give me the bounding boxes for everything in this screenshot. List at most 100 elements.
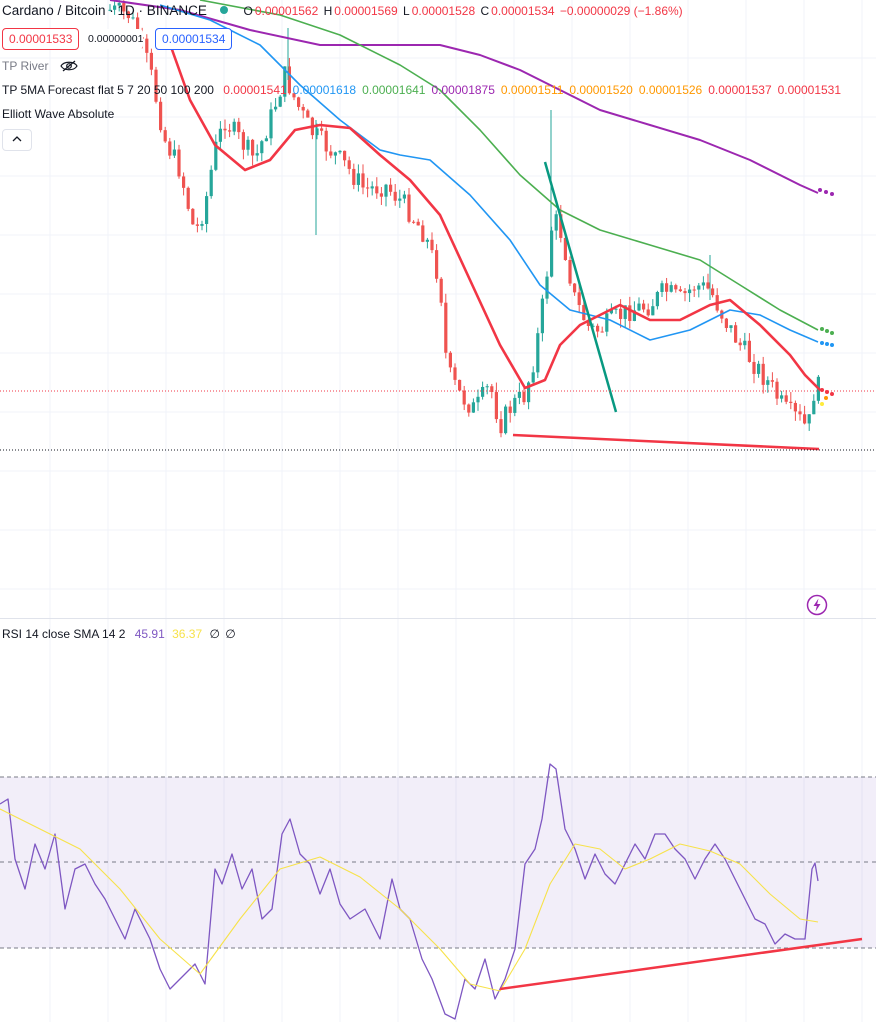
candle (743, 332, 747, 350)
indicator-tp-5ma[interactable]: TP 5MA Forecast flat 5 7 20 50 100 200 0… (2, 83, 841, 97)
candle (205, 191, 209, 233)
tp-river-label: TP River (2, 59, 49, 73)
rsi-canvas[interactable] (0, 619, 876, 1022)
rsi-sma-value: 36.37 (172, 627, 203, 641)
candle (485, 383, 489, 395)
candle (476, 389, 480, 411)
trend-line-red-price[interactable] (512, 433, 820, 451)
forecast-dot (830, 392, 834, 396)
candle (508, 400, 512, 423)
pane-divider[interactable] (0, 618, 876, 619)
candle (159, 97, 163, 133)
candle (320, 120, 324, 136)
candle (637, 297, 641, 312)
trend-line-green[interactable] (543, 161, 618, 413)
ma-value-5: 0.00001511 (500, 83, 564, 97)
forecast-dot (824, 190, 828, 194)
close-label: C (480, 4, 490, 18)
candle (306, 108, 310, 118)
trend-line-red-rsi[interactable] (499, 937, 863, 991)
candle (692, 285, 696, 297)
candle (149, 48, 153, 76)
candle (168, 137, 172, 160)
candle (131, 10, 135, 20)
candle (209, 165, 213, 199)
candle (407, 187, 411, 224)
candle (780, 390, 784, 403)
rsi-legend[interactable]: RSI 14 close SMA 14 2 45.91 36.37 ∅ ∅ (2, 627, 236, 641)
ma-value-3: 0.00001641 (362, 83, 426, 97)
forecast-dot (820, 388, 824, 392)
candle (683, 287, 687, 302)
candle (177, 144, 181, 179)
low-value: 0.00001528 (411, 4, 476, 18)
rsi-pane[interactable]: RSI 14 close SMA 14 2 45.91 36.37 ∅ ∅ (0, 619, 876, 1022)
candle (287, 57, 291, 95)
candle (619, 299, 623, 328)
sell-button[interactable]: 0.00001533 (2, 28, 80, 50)
forecast-dot (820, 327, 824, 331)
price-chart-canvas[interactable] (0, 0, 876, 618)
candle (784, 390, 788, 405)
candle (301, 103, 305, 119)
candle (738, 338, 742, 351)
candle (329, 145, 333, 159)
candle (186, 186, 190, 212)
candle (384, 183, 388, 207)
candle (688, 284, 692, 302)
lightning-icon[interactable] (806, 594, 828, 616)
candle (435, 244, 439, 283)
price-chart-pane[interactable]: Cardano / Bitcoin · 1D · BINANCE O 0.0000… (0, 0, 876, 618)
candle (646, 303, 650, 317)
ma-200-line (109, 0, 819, 194)
candle (223, 119, 227, 139)
open-label: O (243, 4, 253, 18)
tp-5ma-label: TP 5MA Forecast flat 5 7 20 50 100 200 (2, 83, 214, 97)
forecast-dot (820, 341, 824, 345)
candle (356, 164, 360, 192)
eye-crossed-icon[interactable] (60, 59, 78, 73)
candle (214, 134, 218, 172)
candle (531, 366, 535, 386)
candle (568, 256, 572, 287)
symbol-title[interactable]: Cardano / Bitcoin · 1D · BINANCE (2, 3, 207, 18)
indicator-tp-river[interactable]: TP River (2, 59, 78, 73)
candle (467, 403, 471, 417)
candle (711, 284, 715, 298)
candle (333, 151, 337, 165)
candle (126, 10, 130, 24)
candle (370, 181, 374, 196)
candle (605, 308, 609, 337)
collapse-legend-button[interactable] (2, 129, 32, 151)
candle (402, 190, 406, 204)
candle (108, 4, 112, 12)
candle (122, 0, 126, 20)
candle (573, 283, 577, 296)
candle (536, 327, 540, 379)
ma-value-2: 0.00001618 (292, 83, 357, 97)
candle (697, 282, 701, 298)
candle (430, 232, 434, 254)
candle (182, 172, 186, 196)
buy-button[interactable]: 0.00001534 (155, 28, 233, 50)
candle (241, 129, 245, 160)
candle (218, 121, 222, 151)
candle (628, 296, 632, 329)
candle (775, 378, 779, 405)
ma-value-8: 0.00001537 (708, 83, 772, 97)
candles (108, 0, 820, 438)
elliott-wave-label: Elliott Wave Absolute (2, 107, 115, 121)
candle (803, 405, 807, 425)
rsi-extra-2: ∅ (225, 627, 236, 641)
candle (793, 400, 797, 421)
indicator-elliott-wave[interactable]: Elliott Wave Absolute (2, 107, 114, 121)
candle (651, 299, 655, 316)
rsi-line (0, 763, 819, 1020)
candle (747, 333, 751, 363)
candle (439, 276, 443, 307)
rsi-label: RSI 14 close SMA 14 2 (2, 627, 126, 641)
ma-value-6: 0.00001520 (569, 83, 633, 97)
ma-value-4: 0.00001875 (431, 83, 495, 97)
candle (706, 273, 710, 290)
candle (278, 94, 282, 108)
